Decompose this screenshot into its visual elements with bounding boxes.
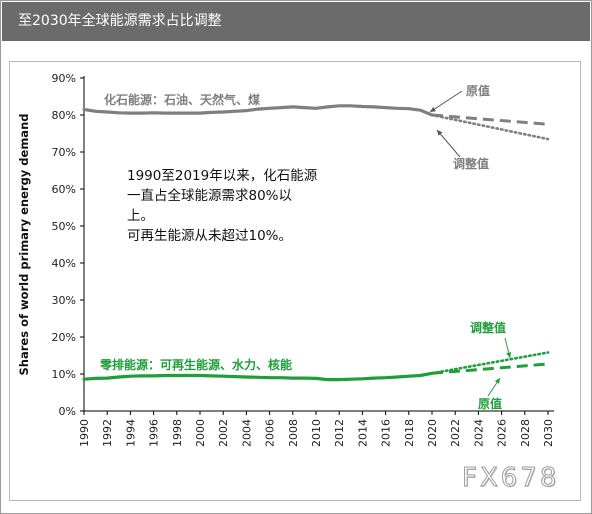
zero-adjusted-arrow-head [506,352,512,358]
x-tick-label: 2004 [240,419,253,447]
annotation-line-3: 上。 [127,208,154,224]
watermark-text: FX678 [461,463,560,494]
fossil-series-label: 化石能源：石油、天然气、煤 [104,92,260,107]
annotation-line-4: 可再生能源从未超过10%。 [127,228,292,244]
annotation-line-1: 1990至2019年以来，化石能源 [127,168,318,184]
x-tick-label: 2028 [519,419,532,447]
y-tick-label: 0% [59,405,76,418]
x-tick-label: 2008 [287,419,300,447]
x-tick-label: 1990 [78,419,91,447]
fossil-adjusted-label: 调整值 [453,156,489,171]
x-tick-label: 1994 [124,419,137,447]
x-tick-label: 2016 [380,419,393,447]
y-tick-label: 50% [52,220,76,233]
fossil-original-arrow-shaft [429,90,463,113]
x-tick-label: 2002 [217,419,230,447]
series-line-fossil-adjusted [430,113,550,141]
fossil-original-arrow-head [430,106,436,112]
y-tick-label: 90% [52,72,76,85]
y-tick-label: 60% [52,183,76,196]
y-tick-label: 80% [52,109,76,122]
y-tick-label: 40% [52,257,76,270]
series-line-fossil-original [431,113,549,126]
x-tick-label: 2020 [426,419,439,447]
fossil-adjusted-arrow-shaft [436,129,461,158]
plot-panel [9,61,581,501]
y-tick-label: 20% [52,331,76,344]
x-tick-label: 2006 [264,419,277,447]
zero-original-label: 原值 [478,396,502,411]
x-tick-label: 2024 [472,419,485,447]
x-tick-label: 1992 [101,419,114,447]
y-axis-title: Shares of world primary energy demand [17,114,31,376]
series-line-zero-adjusted [430,351,550,375]
x-tick-label: 2012 [333,419,346,447]
x-tick-label: 2018 [403,419,416,447]
series-line-fossil-historical [82,104,434,117]
x-tick-label: 2000 [194,419,207,447]
series-line-zero-original [431,362,549,375]
x-tick-label: 2010 [310,419,323,447]
y-tick-label: 10% [52,368,76,381]
x-tick-label: 1998 [171,419,184,447]
x-tick-label: 1996 [148,419,161,447]
y-tick-label: 70% [52,146,76,159]
x-tick-label: 2022 [449,419,462,447]
fossil-original-label: 原值 [466,83,490,98]
x-tick-label: 2030 [542,419,555,447]
annotation-line-2: 一直占全球能源需求80%以 [127,187,293,204]
series-line-zero-historical [82,371,434,382]
zero-series-label: 零排能源：可再生能源、水力、核能 [99,357,292,372]
fossil-adjusted-arrow-head [437,130,443,136]
x-tick-label: 2014 [356,419,369,447]
chart-title-bar: 至2030年全球能源需求占比调整 [2,2,590,41]
y-tick-label: 30% [52,294,76,307]
zero-original-arrow-head [494,378,500,384]
x-tick-label: 2026 [496,419,509,447]
zero-adjusted-label: 调整值 [470,320,506,335]
